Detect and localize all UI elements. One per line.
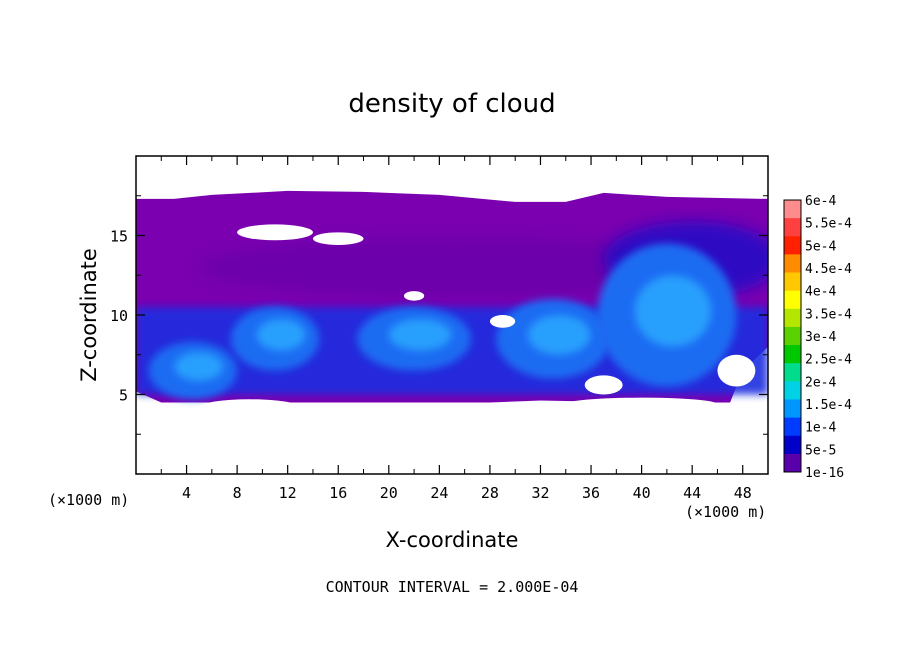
x-tick-label: 4 [182, 484, 191, 502]
y-tick-label: 10 [110, 307, 128, 325]
y-tick-label: 5 [119, 387, 128, 405]
colorbar-swatch [784, 200, 801, 219]
x-tick-label: 16 [329, 484, 347, 502]
y-axis-ticks: 5 10 15 [110, 195, 768, 435]
x-tick-label: 28 [481, 484, 499, 502]
cloud-cell-core [256, 318, 306, 351]
clear-gap [565, 397, 718, 411]
colorbar-swatch [784, 308, 801, 328]
colorbar-label: 4.5e-4 [805, 262, 852, 277]
colorbar-label: 6e-4 [805, 194, 836, 209]
colorbar-label: 1.5e-4 [805, 398, 852, 413]
colorbar-swatch [784, 399, 801, 419]
y-axis-label: Z-coordinate [77, 248, 101, 382]
colorbar-swatch [784, 272, 801, 292]
cloud-cell-core [388, 318, 452, 351]
colorbar-label: 5e-5 [805, 443, 836, 458]
contour-interval-footer: CONTOUR INTERVAL = 2.000E-04 [326, 578, 579, 596]
x-tick-label: 20 [380, 484, 398, 502]
colorbar-label: 3.5e-4 [805, 307, 852, 322]
x-tick-label: 12 [279, 484, 297, 502]
x-tick-label: 32 [531, 484, 549, 502]
clear-gap [199, 399, 301, 416]
colorbar-label: 2e-4 [805, 375, 836, 390]
x-axis-ticks: 4 8 12 16 20 24 28 32 36 40 44 48 [160, 156, 752, 502]
x-tick-label: 40 [633, 484, 651, 502]
density-field [136, 190, 768, 416]
colorbar-swatch [784, 326, 801, 346]
clear-gap [312, 232, 364, 246]
x-tick-label: 44 [683, 484, 701, 502]
colorbar-swatch [784, 453, 801, 473]
colorbar: 6e-4 5.5e-4 5e-4 4.5e-4 4e-4 3.5e-4 3e-4 2.5e-4… [783, 194, 852, 481]
cloud-cell-core [174, 352, 224, 381]
colorbar-label: 5e-4 [805, 239, 836, 254]
clear-gap [489, 315, 516, 328]
cloud-cell-core [634, 275, 712, 347]
x-unit-left: (×1000 m) [48, 491, 129, 509]
clear-gap [717, 354, 756, 387]
x-tick-label: 48 [734, 484, 752, 502]
colorbar-label: 3e-4 [805, 330, 836, 345]
colorbar-swatch [784, 345, 801, 364]
clear-gap [584, 375, 623, 395]
x-axis-label: X-coordinate [386, 528, 519, 552]
x-tick-label: 8 [233, 484, 242, 502]
colorbar-swatch [784, 254, 801, 274]
colorbar-label: 2.5e-4 [805, 353, 852, 368]
colorbar-label: 5.5e-4 [805, 217, 852, 232]
x-tick-label: 24 [430, 484, 448, 502]
colorbar-swatch [784, 381, 801, 400]
colorbar-label: 1e-16 [805, 466, 844, 481]
colorbar-label: 1e-4 [805, 421, 836, 436]
clear-gap [403, 291, 425, 301]
colorbar-label: 4e-4 [805, 285, 836, 300]
clear-gap [237, 224, 313, 241]
upper-band [199, 237, 705, 298]
colorbar-swatch [784, 435, 801, 455]
colorbar-swatch [784, 218, 801, 237]
y-tick-label: 15 [110, 228, 128, 246]
colorbar-swatch [784, 236, 801, 255]
colorbar-swatch [784, 363, 801, 382]
x-tick-label: 36 [582, 484, 600, 502]
colorbar-swatch [784, 417, 801, 437]
colorbar-frame [783, 199, 802, 473]
x-unit-right: (×1000 m) [685, 503, 766, 521]
colorbar-swatch [784, 290, 801, 310]
cloud-cell-core [527, 314, 591, 355]
chart-title: density of cloud [348, 89, 555, 119]
